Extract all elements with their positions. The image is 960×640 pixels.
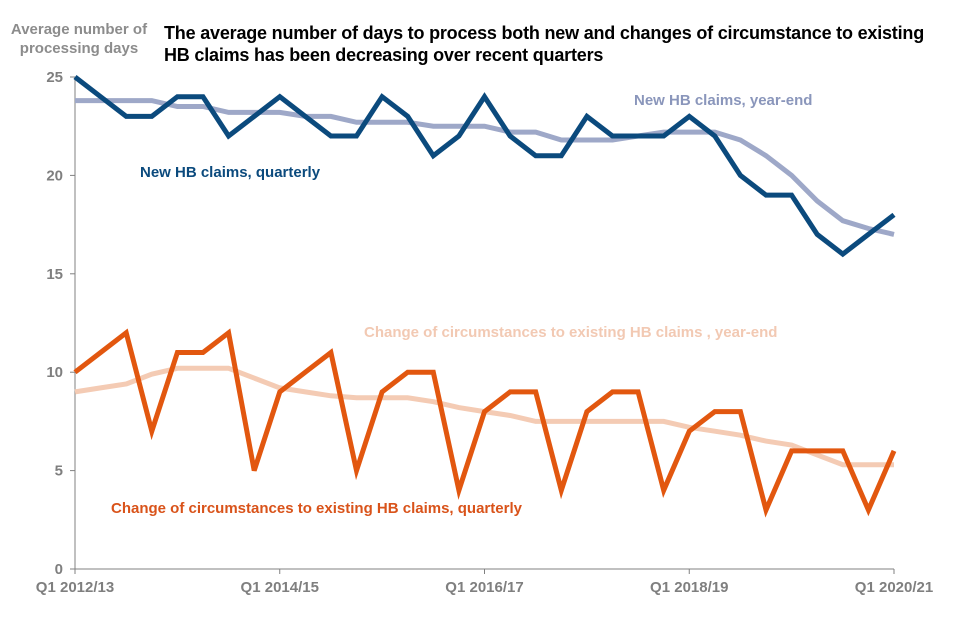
x-tick-label: Q1 2012/13	[36, 579, 114, 596]
x-tick-label: Q1 2016/17	[445, 579, 523, 596]
series-label-coc-year-end: Change of circumstances to existing HB c…	[364, 324, 778, 341]
x-tick-label: Q1 2020/21	[855, 579, 933, 596]
chart-title: The average number of days to process bo…	[164, 23, 924, 65]
series-line-change-of-circumstances-to-existing-hb-claims-quarterly	[73, 328, 897, 518]
series-line-new-hb-claims-quarterly	[73, 75, 896, 258]
y-tick-label: 20	[46, 167, 63, 184]
series-label-coc-quarterly: Change of circumstances to existing HB c…	[111, 500, 522, 517]
y-tick-label: 15	[46, 266, 63, 283]
series-lines	[73, 75, 897, 518]
y-tick-label: 0	[55, 561, 63, 578]
x-tick-label: Q1 2018/19	[650, 579, 728, 596]
y-tick-label: 25	[46, 69, 63, 86]
axes: 0 5 10 15 20 25 Q1 2012/13 Q1 2014/15 Q1 2016/17…	[36, 69, 933, 596]
y-tick-label: 10	[46, 364, 63, 381]
series-label-new-quarterly: New HB claims, quarterly	[140, 164, 321, 181]
x-tick-label: Q1 2014/15	[241, 579, 319, 596]
y-tick-label: 5	[55, 463, 63, 480]
y-axis-title: Average number of processing days	[10, 21, 148, 57]
series-label-new-year-end: New HB claims, year-end	[634, 92, 813, 109]
